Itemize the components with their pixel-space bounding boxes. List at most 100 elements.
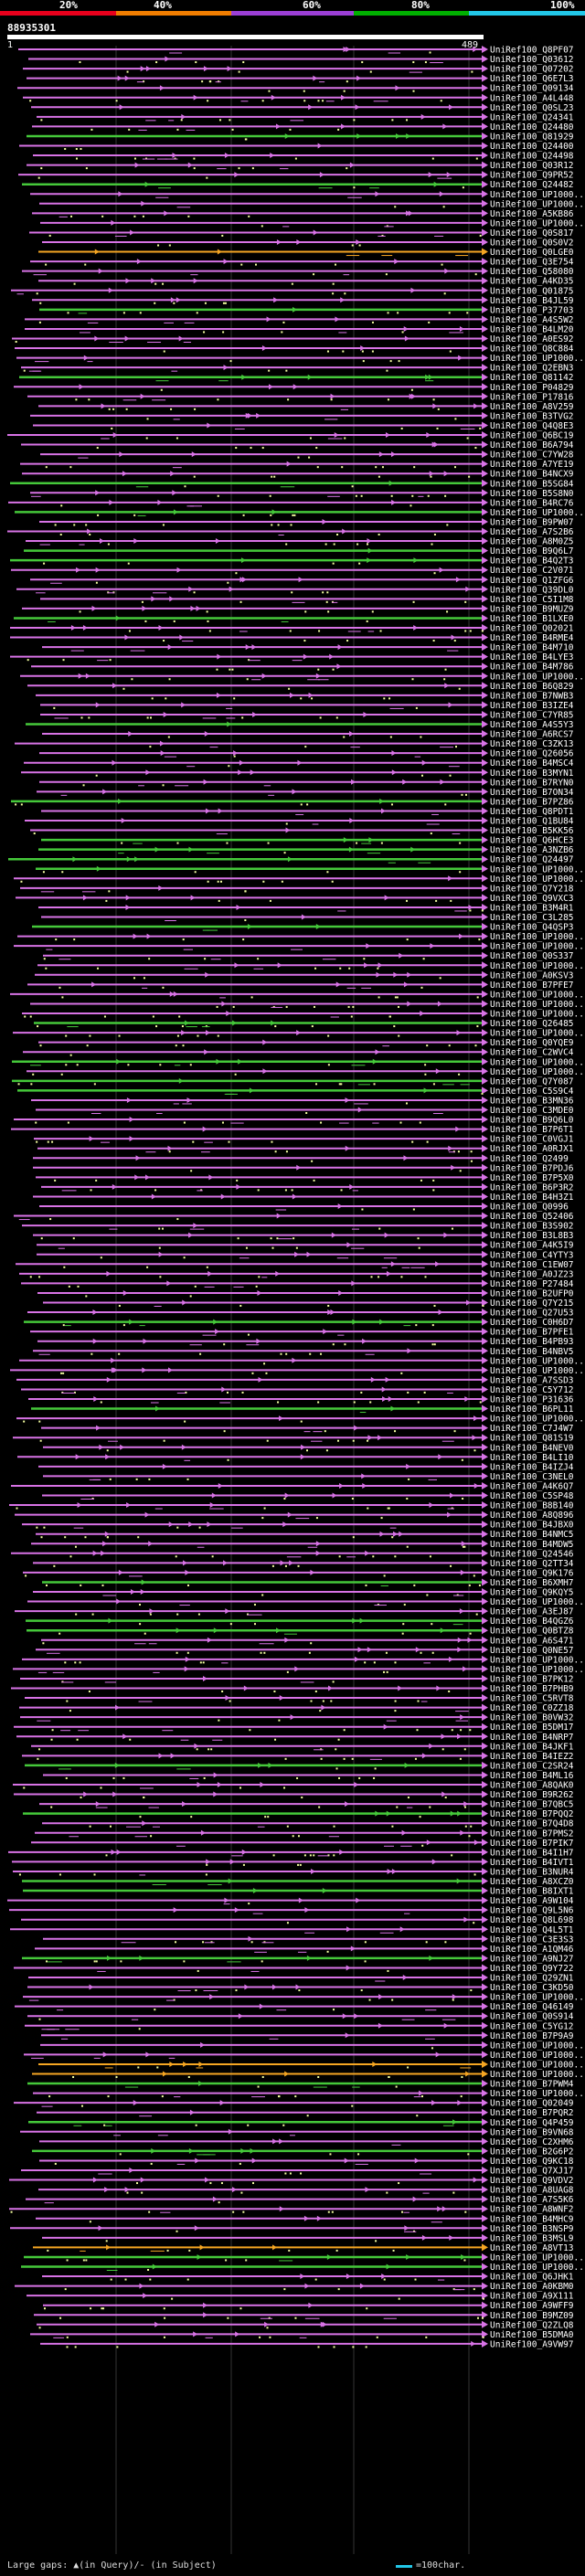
gap-marker	[481, 1092, 484, 1095]
hit-track: UniRef100_A6RCS7	[42, 730, 574, 740]
hit-label: UniRef100_Q0YQE9	[490, 1038, 574, 1048]
gap-marker	[424, 1064, 427, 1066]
hit-label: UniRef100_Q7Y218	[490, 884, 574, 894]
segment-arrow	[101, 1550, 106, 1556]
gap-marker	[304, 746, 307, 748]
end-arrow	[482, 826, 488, 834]
segment-arrow	[169, 2061, 175, 2067]
end-arrow	[482, 1588, 488, 1595]
segment-arrow	[390, 1405, 396, 1412]
hit-track: UniRef100_A7SSD3	[16, 1375, 574, 1385]
end-arrow	[482, 1462, 488, 1470]
end-arrow	[482, 1887, 488, 1895]
gap-marker	[411, 1140, 414, 1143]
segment-arrow	[181, 702, 186, 708]
hit-track: UniRef100_B4MSC4	[24, 758, 574, 769]
segment-arrow	[252, 1888, 258, 1894]
gap-marker	[266, 1439, 269, 1442]
gap-marker	[161, 2095, 164, 2098]
end-arrow	[482, 855, 488, 864]
gap-marker	[367, 1439, 369, 1442]
gap-marker	[282, 2124, 285, 2126]
end-arrow	[482, 1935, 488, 1943]
hit-label: UniRef100_Q24497	[490, 855, 574, 865]
end-arrow	[482, 315, 488, 323]
segment-arrow	[337, 644, 343, 651]
segment-arrow	[443, 471, 449, 477]
gap-marker	[330, 398, 333, 401]
segment-arrow	[399, 1531, 404, 1537]
gap-marker	[186, 1651, 189, 1654]
hit-track: UniRef100_UP1000...	[12, 1057, 585, 1067]
gap-marker	[154, 2009, 156, 2011]
gap-marker	[386, 1670, 388, 1673]
segment-arrow	[179, 634, 185, 641]
segment-arrow	[258, 1376, 263, 1383]
hit-label: UniRef100_B7PIK7	[490, 1839, 574, 1849]
gap-marker	[313, 273, 315, 276]
gap-marker	[274, 1150, 277, 1153]
end-arrow	[482, 258, 488, 266]
segment-arrow	[244, 1984, 250, 1990]
gap-marker	[464, 2210, 467, 2213]
gap-marker	[380, 842, 383, 844]
segment-arrow	[140, 393, 145, 399]
end-arrow	[482, 1742, 488, 1750]
end-arrow	[482, 161, 488, 169]
gap-marker	[195, 2124, 197, 2126]
segment-arrow	[213, 1627, 218, 1634]
segment-arrow	[413, 557, 419, 564]
gap-marker	[85, 2259, 88, 2262]
segment-arrow	[354, 1425, 359, 1431]
end-arrow	[482, 1288, 488, 1297]
hit-track: UniRef100_C5SP48	[42, 1491, 574, 1501]
gap-marker	[276, 1237, 279, 1240]
segment-arrow	[108, 1617, 113, 1624]
gap-marker	[373, 1776, 376, 1779]
hit-track: UniRef100_B5S8N0	[30, 489, 574, 499]
hit-label: UniRef100_Q1ZFG6	[490, 576, 574, 586]
gap-marker	[112, 1776, 115, 1779]
end-arrow	[482, 1366, 488, 1374]
gap-marker	[221, 234, 224, 237]
gap-marker	[262, 880, 265, 883]
segment-arrow	[229, 1859, 235, 1865]
hit-track: UniRef100_Q6JHK1	[42, 2273, 574, 2283]
end-arrow	[482, 122, 488, 131]
gap-marker	[108, 408, 111, 410]
hit-track: UniRef100_UP1000...	[24, 2253, 585, 2263]
segment-arrow	[245, 644, 250, 651]
gap-marker	[89, 1825, 91, 1828]
gap-marker	[294, 2316, 297, 2319]
gap-marker	[477, 2316, 480, 2319]
segment-arrow	[92, 1338, 98, 1344]
segment-arrow	[129, 1319, 134, 1325]
segment-arrow	[146, 933, 152, 939]
gap-marker	[217, 880, 219, 883]
hit-label: UniRef100_A4K6Q7	[490, 1481, 574, 1491]
gap-marker	[228, 1140, 230, 1143]
gap-marker	[413, 466, 416, 469]
gap-marker	[315, 1517, 318, 1520]
gap-marker	[168, 1150, 171, 1153]
segment-arrow	[102, 789, 108, 795]
gap-marker	[353, 186, 356, 189]
gap-marker	[239, 1786, 242, 1789]
hit-label: UniRef100_B5DM17	[490, 1723, 574, 1733]
segment-arrow	[194, 1743, 199, 1749]
end-arrow	[482, 411, 488, 419]
end-arrow	[482, 1858, 488, 1866]
hit-track: UniRef100_Q24480	[32, 122, 574, 133]
gap-marker	[54, 2162, 57, 2165]
hit-label: UniRef100_Q8L698	[490, 1915, 574, 1925]
segment-arrow	[382, 1396, 388, 1402]
gap-marker	[40, 119, 43, 122]
segment-arrow	[82, 625, 88, 631]
segment-arrow	[118, 1569, 123, 1575]
hit-label: UniRef100_B7P5X0	[490, 1173, 574, 1183]
hit-track: UniRef100_UP1000...	[40, 218, 585, 228]
gap-marker	[79, 1661, 81, 1664]
gap-marker	[411, 678, 414, 681]
hit-label: UniRef100_Q4L5T1	[490, 1925, 574, 1935]
gap-marker	[127, 1064, 130, 1066]
